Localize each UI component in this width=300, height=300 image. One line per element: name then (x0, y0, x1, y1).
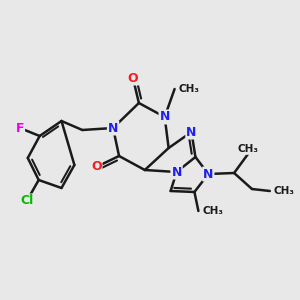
Text: O: O (128, 71, 138, 85)
Text: F: F (16, 122, 24, 134)
Text: N: N (108, 122, 118, 134)
Text: N: N (186, 125, 197, 139)
Text: N: N (160, 110, 170, 124)
Text: CH₃: CH₃ (238, 144, 259, 154)
Text: N: N (203, 167, 214, 181)
Text: CH₃: CH₃ (202, 206, 224, 216)
Text: CH₃: CH₃ (178, 84, 200, 94)
Text: CH₃: CH₃ (274, 186, 295, 196)
Text: Cl: Cl (20, 194, 33, 208)
Text: N: N (171, 166, 182, 178)
Text: O: O (91, 160, 101, 173)
